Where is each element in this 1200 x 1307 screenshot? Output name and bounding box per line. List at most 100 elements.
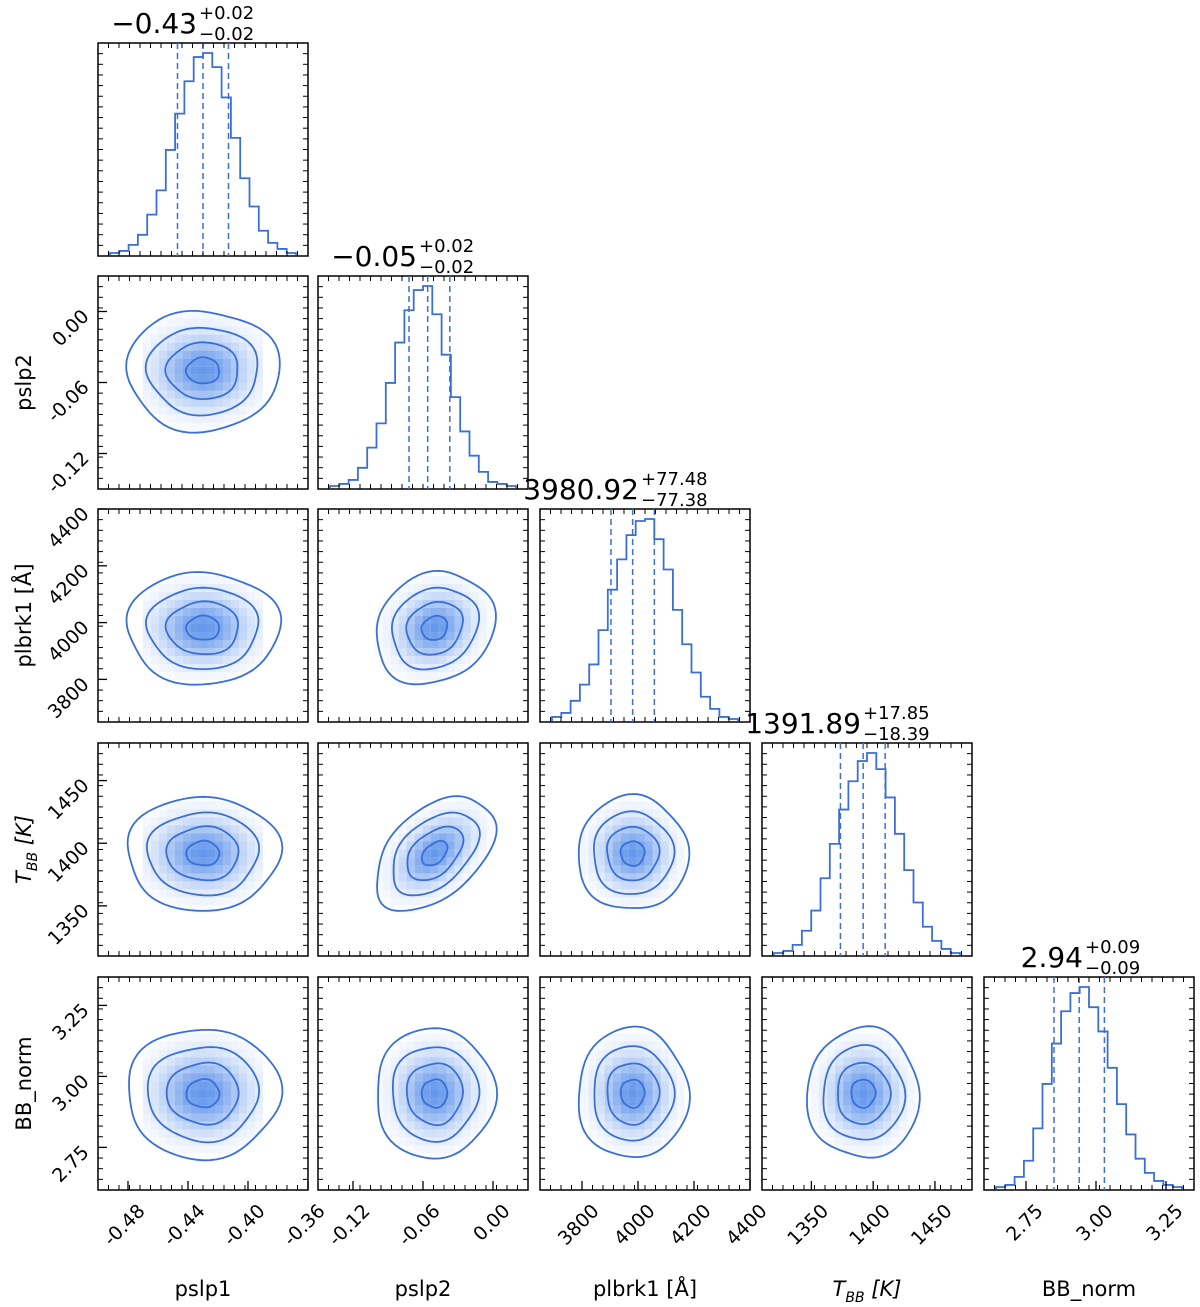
density-cell [151,1081,159,1090]
density-cell [223,809,231,818]
density-cell [167,1145,175,1154]
density-cell [247,1041,255,1050]
density-cell [199,406,207,415]
density-cell [159,881,167,890]
contour-level-2 [165,1061,240,1126]
density-cell [398,897,407,906]
density-cell [199,624,207,633]
density-cell [239,857,247,866]
density-cell [191,1129,199,1138]
density-cell [399,905,407,913]
density-cell [215,1145,223,1154]
density-cell [660,1089,669,1098]
density-cell [422,881,431,890]
contour-level-3 [822,1044,907,1141]
density-cell [191,1041,199,1050]
density-cell [231,608,239,617]
density-cell [255,648,263,657]
density-cell [620,841,629,850]
density-cell [612,1049,621,1058]
density-cell [183,1033,191,1042]
density-cell [891,1129,900,1138]
density-cell [454,1113,463,1122]
y-axis-label-plbrk1: plbrk1 [Å] [10,563,36,667]
density-cell [676,1113,685,1122]
density-cell [422,849,431,858]
density-cell [398,1105,407,1114]
density-cell [175,584,183,593]
density-cell [143,1073,151,1082]
density-cell [859,1145,868,1154]
density-cell [167,616,175,625]
density-cell [628,825,637,834]
density-cell [223,334,231,343]
density-cell [668,841,677,850]
density-cell [875,1129,884,1138]
density-cell [231,600,239,609]
density-cell [859,1081,868,1090]
density-cell [215,608,223,617]
density-cell [414,624,423,633]
density-cell [191,1121,199,1130]
density-cell [223,656,231,665]
density-cell [231,664,239,673]
x-tick-label: 1400 [845,1200,895,1250]
density-cell [612,1097,621,1106]
density-cell [223,881,231,890]
density-cell [223,849,231,858]
density-cell [422,672,431,681]
density-cell [604,1113,613,1122]
density-cell [454,1081,463,1090]
density-cell [143,1049,151,1058]
density-cell [668,1113,677,1122]
title-minus: −0.02 [199,24,254,45]
density-cell [215,1065,223,1074]
density-cell [191,366,199,375]
density-cell [438,873,447,882]
density-cell [183,857,191,866]
density-cell [580,1105,589,1114]
x-axis-label-pslp1: pslp1 [175,1277,232,1301]
density-cell [207,881,215,890]
density-cell [596,1089,605,1098]
density-cell [231,318,239,327]
density-cell [247,374,255,383]
density-cell [899,1089,908,1098]
density-cell [175,1121,183,1130]
density-cell [143,1105,151,1114]
density-cell [247,1105,255,1114]
density-cell [207,366,215,375]
density-cell [390,656,399,665]
density-cell [167,889,175,898]
density-cell [454,584,463,593]
density-cell [151,1121,159,1130]
density-cell [604,1137,613,1146]
density-cell [167,656,175,665]
density-cell [215,414,223,423]
x-tick-label: 4400 [722,1200,772,1250]
density-cell [151,584,159,593]
density-cell [223,358,231,367]
density-cell [390,608,399,617]
panel-plbrk1-vs-pslp2 [317,508,529,723]
density-cell [486,817,495,826]
density-cell [167,873,175,882]
density-cell [676,849,685,858]
density-cell [143,342,151,351]
density-cell [382,897,391,906]
density-cell [620,1033,629,1042]
density-cell [207,334,215,343]
density-cell [255,366,263,375]
contour-level-4 [125,571,283,686]
density-cell [151,656,159,665]
hist-frame [317,275,529,490]
density-cell [191,576,199,585]
density-cell [478,833,487,842]
density-cell [660,817,669,826]
density-cell [175,889,183,898]
density-cell [390,1129,399,1138]
density-cell [183,390,191,399]
density-cell [159,358,167,367]
density-cell [676,1081,685,1090]
